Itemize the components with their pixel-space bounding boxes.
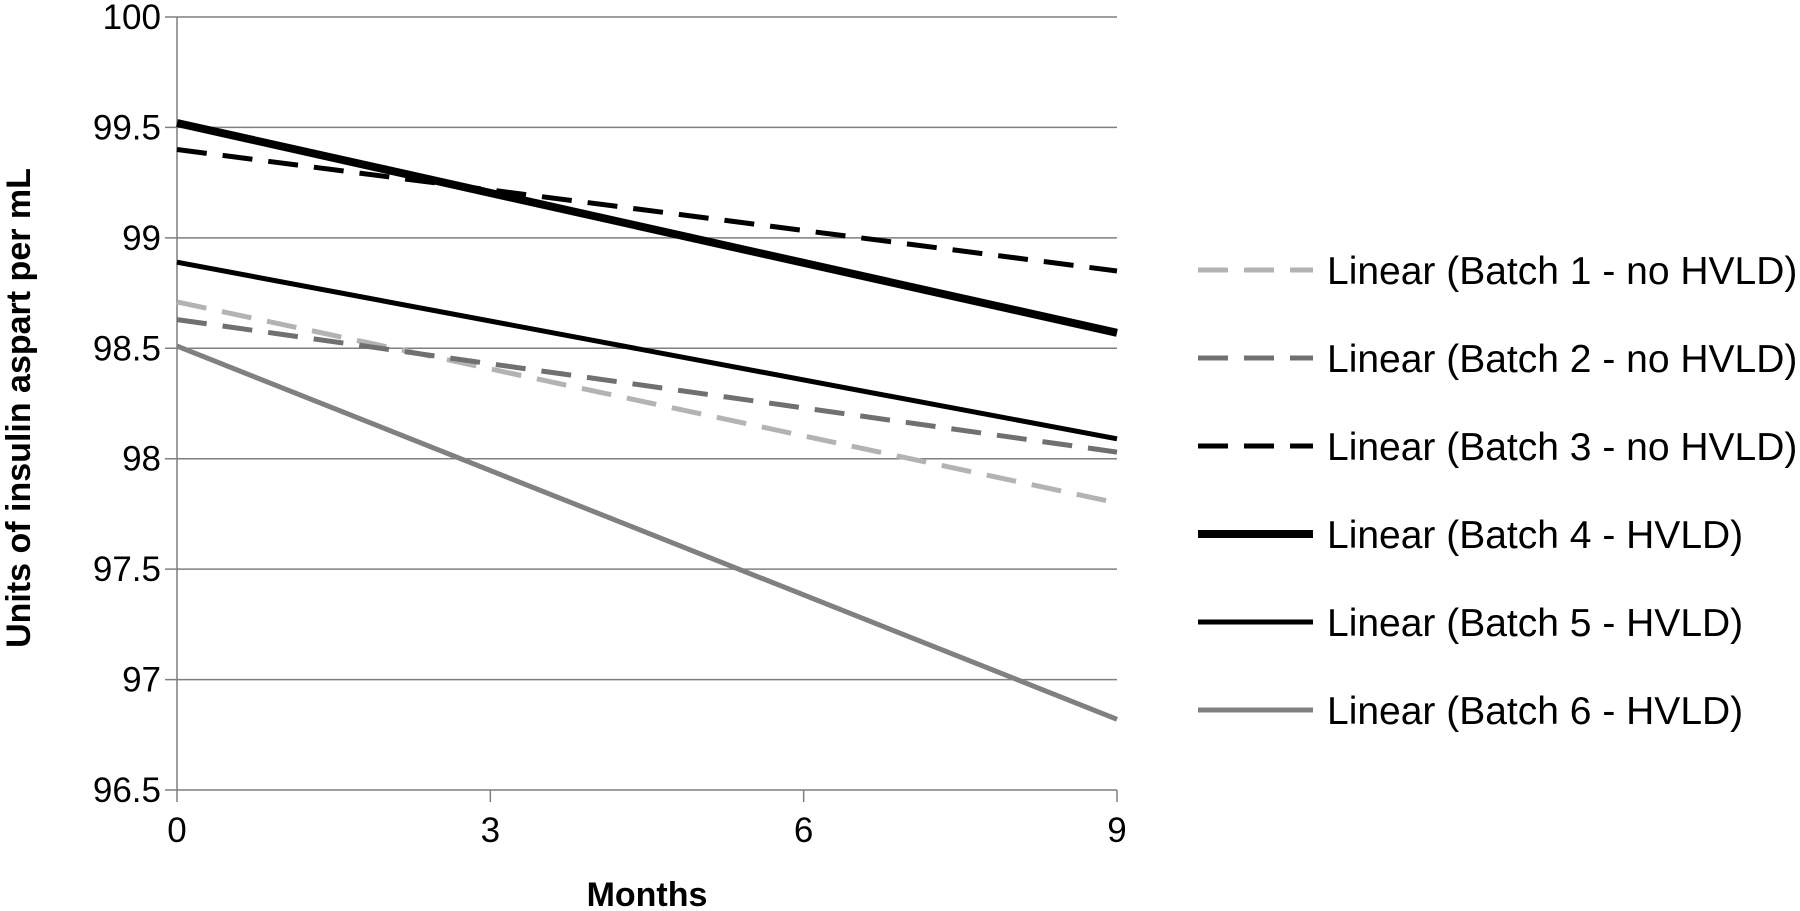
y-tick-label: 97 — [122, 661, 161, 700]
series-lines — [176, 119, 1118, 722]
series-line-6 — [176, 343, 1118, 722]
x-axis-title: Months — [587, 876, 708, 911]
y-tick-label: 98.5 — [93, 329, 161, 368]
series-line-2 — [176, 317, 1118, 455]
y-tick-label: 98 — [122, 440, 161, 479]
y-tick-label: 99 — [122, 219, 161, 258]
y-axis-title: Units of insulin aspart per mL — [0, 168, 38, 648]
series-line-3 — [176, 147, 1118, 274]
y-tick-label: 99.5 — [93, 108, 161, 147]
x-tick-label: 0 — [167, 811, 186, 850]
axes — [176, 17, 1118, 802]
x-tick-label: 6 — [794, 811, 813, 850]
legend-label-3: Linear (Batch 3 - no HVLD) — [1327, 426, 1797, 469]
legend: Linear (Batch 1 - no HVLD) Linear (Batch … — [1198, 250, 1797, 733]
y-tick-label: 97.5 — [93, 550, 161, 589]
series-line-5 — [176, 259, 1118, 442]
legend-label-5: Linear (Batch 5 - HVLD) — [1327, 602, 1743, 645]
x-tick-label: 9 — [1107, 811, 1126, 850]
y-tick-label: 96.5 — [93, 771, 161, 810]
legend-label-4: Linear (Batch 4 - HVLD) — [1327, 514, 1743, 557]
y-tick-labels: 96.5 97 97.5 98 98.5 99 99.5 100 — [93, 0, 161, 810]
x-tick-label: 3 — [481, 811, 500, 850]
y-tick-label: 100 — [103, 0, 161, 37]
series-line-1 — [176, 299, 1118, 506]
series-line-4 — [176, 119, 1118, 337]
legend-label-1: Linear (Batch 1 - no HVLD) — [1327, 250, 1797, 293]
x-tick-labels: 0 3 6 9 — [167, 811, 1126, 850]
legend-label-2: Linear (Batch 2 - no HVLD) — [1327, 338, 1797, 381]
legend-label-6: Linear (Batch 6 - HVLD) — [1327, 690, 1743, 733]
